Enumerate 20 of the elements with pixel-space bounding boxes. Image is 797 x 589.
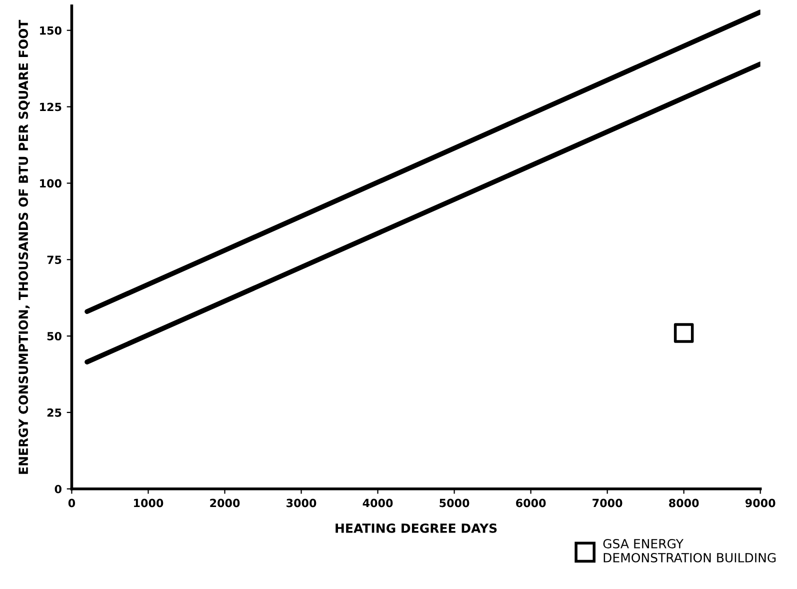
y-tick-label: 0: [54, 484, 62, 494]
x-tick-label: 9000: [745, 498, 776, 508]
x-axis-title: HEATING DEGREE DAYS: [336, 523, 497, 533]
y-tick-label: 150: [40, 26, 62, 35]
x-tick-label: 4000: [362, 498, 393, 508]
y-tick-label: 25: [47, 408, 62, 417]
y-axis-title: ENERGY CONSUMPTION, THOUSANDS OF BTU PER SQUARE FOOT: [18, 20, 30, 474]
x-tick-label: 6000: [516, 498, 546, 508]
x-tick-label: 8000: [669, 498, 699, 508]
x-tick-label: 7000: [592, 498, 622, 508]
x-tick-label: 5000: [440, 498, 470, 508]
y-tick-label: 75: [47, 256, 62, 264]
y-tick-label: 100: [40, 179, 62, 188]
legend-label: GSA ENERGY DEMONSTRATION BUILDING: [603, 538, 776, 562]
y-tick-label: 50: [47, 332, 62, 340]
y-tick-label: 125: [40, 102, 62, 112]
x-tick-label: 2000: [210, 498, 240, 508]
x-tick-label: 1000: [134, 498, 164, 508]
x-tick-label: 0: [68, 498, 76, 508]
x-tick-label: 3000: [286, 498, 316, 508]
